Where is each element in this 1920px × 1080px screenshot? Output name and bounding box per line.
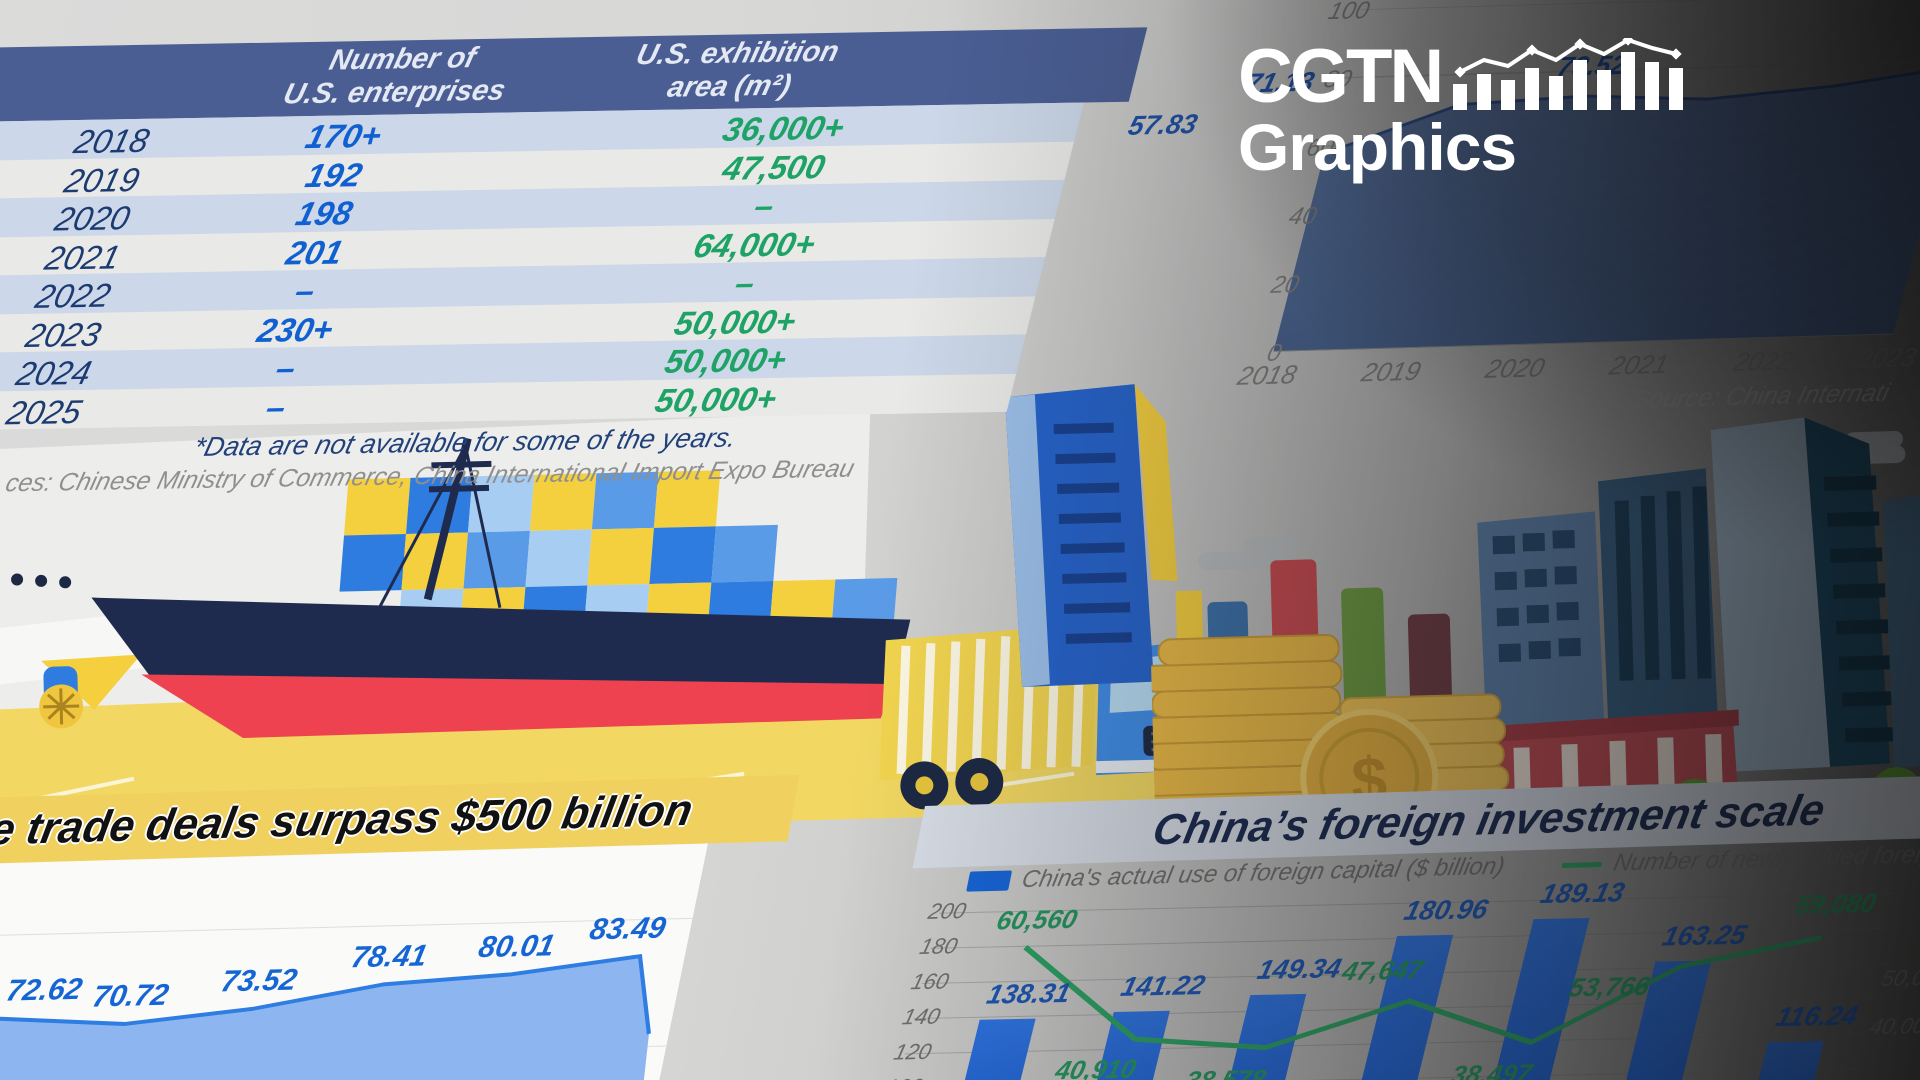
us-enterprises-table-card: Number of U.S. enterprises U.S. exhibiti… xyxy=(0,17,1150,522)
x-tick: 2018 xyxy=(1234,359,1301,391)
bar-label: 141.22 xyxy=(1118,969,1209,1002)
x-tick: 2020 xyxy=(1482,352,1549,384)
x-tick: 2021 xyxy=(1606,348,1673,381)
line-label: 40,910 xyxy=(1052,1053,1140,1080)
table-cell-enterprises: – xyxy=(262,387,291,426)
logo-barchart-icon xyxy=(1453,38,1684,110)
line-label: 38,497 xyxy=(1447,1058,1535,1080)
table-cell-area: 50,000+ xyxy=(651,379,781,419)
x-tick: 2019 xyxy=(1358,355,1425,388)
point-label: 80.01 xyxy=(475,929,558,965)
bar-label: 180.96 xyxy=(1401,894,1492,927)
line-label: 53,766 xyxy=(1566,970,1653,1003)
exhibition-source: Source: China Internati xyxy=(1629,378,1893,414)
line-label: 38,578 xyxy=(1182,1063,1270,1080)
logo-wordmark-2: Graphics xyxy=(1238,110,1517,184)
y-tick: 40 xyxy=(1285,202,1320,231)
cgtn-graphics-logo: CGTN Graphics xyxy=(1238,38,1798,180)
bar-label: 138.31 xyxy=(983,977,1074,1010)
table-cell-year: 2025 xyxy=(2,392,86,431)
trade-deals-chart-card: ) 72.62 70.72 73.52 78.41 80.01 83.49 xyxy=(0,834,710,1080)
point-label: 70.72 xyxy=(89,978,172,1014)
investment-chart: 200 180 160 140 120 100 50,0 40,00 138.3… xyxy=(870,857,1920,1080)
x-tick: 2022 xyxy=(1730,345,1796,378)
line-label: 47,647 xyxy=(1339,954,1427,987)
point-label: 83.49 xyxy=(586,911,669,947)
line-label: 59,080 xyxy=(1792,888,1880,921)
investment-illustration: $ xyxy=(1137,414,1920,847)
logo-trend-line xyxy=(1459,38,1677,74)
bar-label: 163.25 xyxy=(1659,919,1750,952)
column-header-line: area (m²) xyxy=(664,69,795,104)
point-label: 57.83 xyxy=(1125,108,1201,141)
line-label: 60,560 xyxy=(993,903,1081,936)
trade-banner-text: ve trade deals surpass $500 billion xyxy=(0,785,697,856)
investment-illustration-svg: $ xyxy=(1137,417,1920,847)
logo-wordmark: CGTN xyxy=(1238,34,1444,119)
point-label: 78.41 xyxy=(348,939,431,975)
bar-label: 116.24 xyxy=(1773,999,1862,1032)
table-sources: ces: Chinese Ministry of Commerce, China… xyxy=(2,454,858,498)
column-header-enterprises: Number of U.S. enterprises xyxy=(210,40,586,113)
y-tick: 20 xyxy=(1268,270,1303,299)
y-tick: 100 xyxy=(1325,0,1373,26)
column-header-line: U.S. enterprises xyxy=(279,74,509,111)
x-tick: 2023 xyxy=(1854,341,1920,374)
column-header-area: U.S. exhibition area (m²) xyxy=(540,34,926,107)
bar-label: 189.13 xyxy=(1537,877,1628,910)
investment-title: China’s foreign investment scale xyxy=(1148,786,1829,855)
point-label: 73.52 xyxy=(217,963,300,999)
